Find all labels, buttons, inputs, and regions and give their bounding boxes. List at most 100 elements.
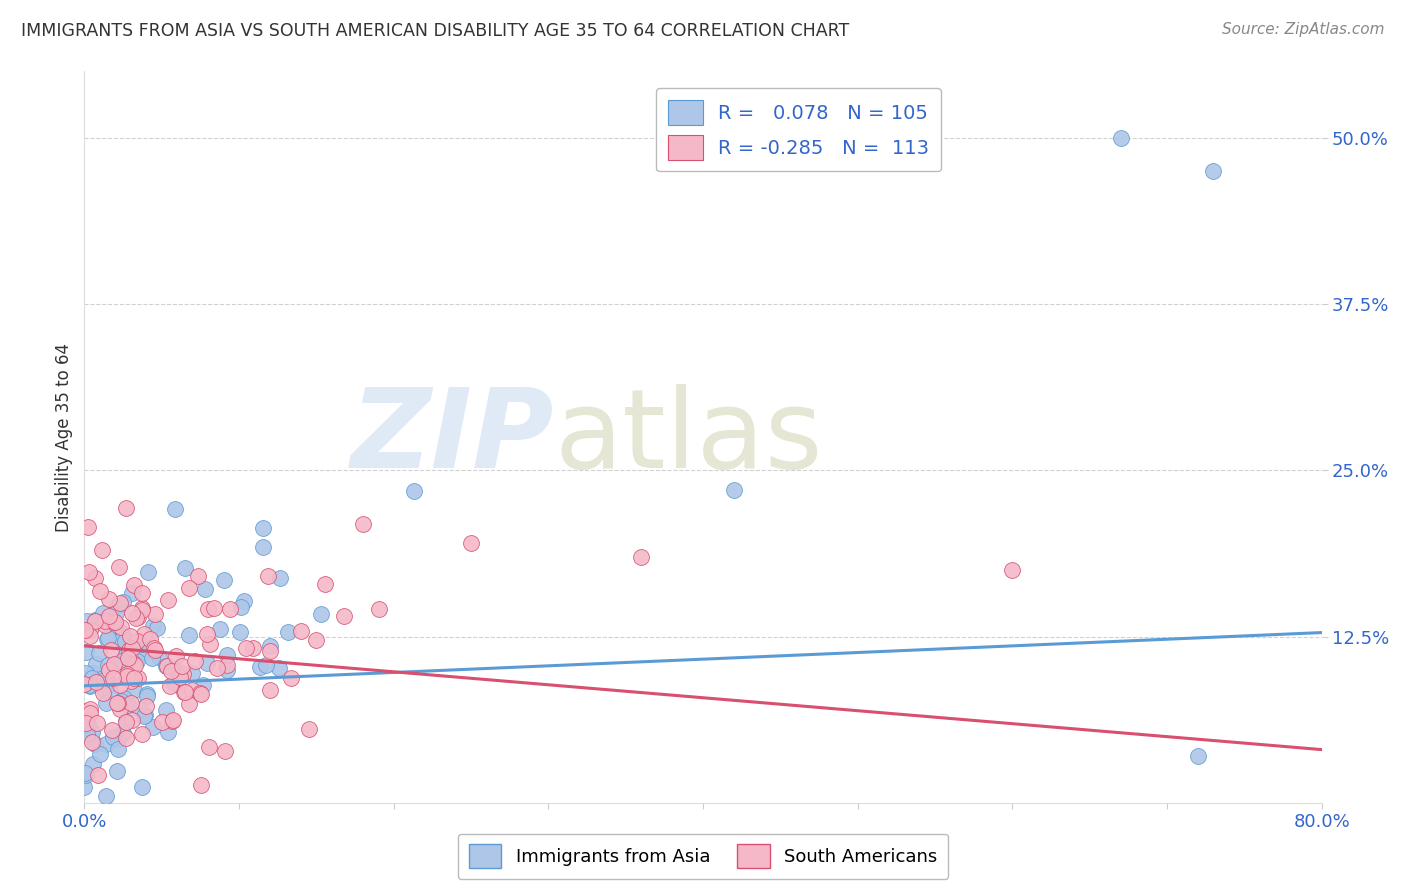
Point (200, 637, 222, 651)
Point (117, 651, 139, 665)
Point (79, 706, 101, 720)
Point (188, 686, 211, 700)
Point (1202, 164, 1225, 178)
Point (136, 566, 159, 580)
Point (121, 606, 143, 620)
Point (114, 648, 136, 663)
Point (73, 713, 96, 727)
Text: atlas: atlas (554, 384, 823, 491)
Point (148, 649, 170, 664)
Point (111, 726, 134, 740)
Point (105, 696, 128, 710)
Point (98, 608, 121, 623)
Point (110, 632, 132, 647)
Point (114, 501, 136, 516)
Text: IMMIGRANTS FROM ASIA VS SOUTH AMERICAN DISABILITY AGE 35 TO 64 CORRELATION CHART: IMMIGRANTS FROM ASIA VS SOUTH AMERICAN D… (21, 22, 849, 40)
Point (280, 671, 302, 685)
Point (97, 676, 120, 690)
Point (91, 542, 114, 557)
Point (79, 623, 101, 637)
Point (160, 664, 183, 678)
Point (1187, 749, 1209, 764)
Text: Source: ZipAtlas.com: Source: ZipAtlas.com (1222, 22, 1385, 37)
Point (83, 613, 105, 627)
Point (131, 637, 153, 651)
Point (256, 568, 278, 582)
Point (89, 583, 111, 598)
Point (75, 665, 97, 680)
Point (194, 582, 217, 596)
Point (73, 766, 96, 780)
Point (73, 780, 96, 794)
Point (252, 521, 274, 535)
Point (191, 678, 214, 692)
Point (259, 644, 281, 658)
Point (172, 666, 194, 681)
Point (93, 673, 115, 687)
Point (98, 591, 121, 606)
Point (86, 657, 108, 671)
Point (162, 714, 184, 728)
Point (79, 702, 101, 716)
Point (177, 582, 200, 596)
Point (101, 723, 124, 737)
Point (1109, 131, 1132, 145)
Point (98, 683, 121, 698)
Point (127, 671, 149, 685)
Point (94, 737, 117, 751)
Point (1001, 563, 1024, 577)
Point (173, 685, 195, 699)
Point (135, 699, 157, 714)
Point (155, 659, 177, 673)
Text: ZIP: ZIP (352, 384, 554, 491)
Point (134, 708, 156, 723)
Point (120, 651, 142, 665)
Point (96, 632, 118, 647)
Point (162, 714, 184, 728)
Point (77, 565, 100, 579)
Point (118, 657, 141, 671)
Point (80, 671, 103, 685)
Point (94, 789, 117, 804)
Point (163, 676, 186, 690)
Point (110, 702, 132, 716)
Point (198, 740, 221, 755)
Point (723, 483, 745, 498)
Point (252, 541, 274, 555)
Point (76, 727, 98, 741)
Point (131, 727, 153, 741)
Point (122, 656, 145, 670)
Point (91, 606, 114, 620)
Point (156, 659, 179, 673)
Point (120, 696, 142, 710)
Point (197, 602, 219, 616)
Point (115, 714, 138, 728)
Point (202, 601, 225, 615)
Point (84, 571, 107, 585)
Point (96, 696, 118, 710)
Point (184, 654, 207, 668)
Point (174, 685, 197, 699)
Point (212, 573, 235, 587)
Point (75, 704, 97, 718)
Point (170, 659, 193, 673)
Point (125, 610, 148, 624)
Point (97, 657, 120, 672)
Point (94, 683, 117, 698)
Point (87, 768, 110, 782)
Point (259, 640, 281, 654)
Point (124, 671, 146, 685)
Point (110, 694, 132, 708)
Point (77, 678, 100, 692)
Point (76, 716, 98, 731)
Point (110, 620, 132, 634)
Point (82, 666, 104, 681)
Point (80, 724, 103, 739)
Point (100, 642, 122, 657)
Point (131, 780, 153, 794)
Point (107, 559, 129, 574)
Point (79, 679, 101, 693)
Point (156, 592, 179, 607)
Point (117, 698, 139, 712)
Point (118, 642, 141, 657)
